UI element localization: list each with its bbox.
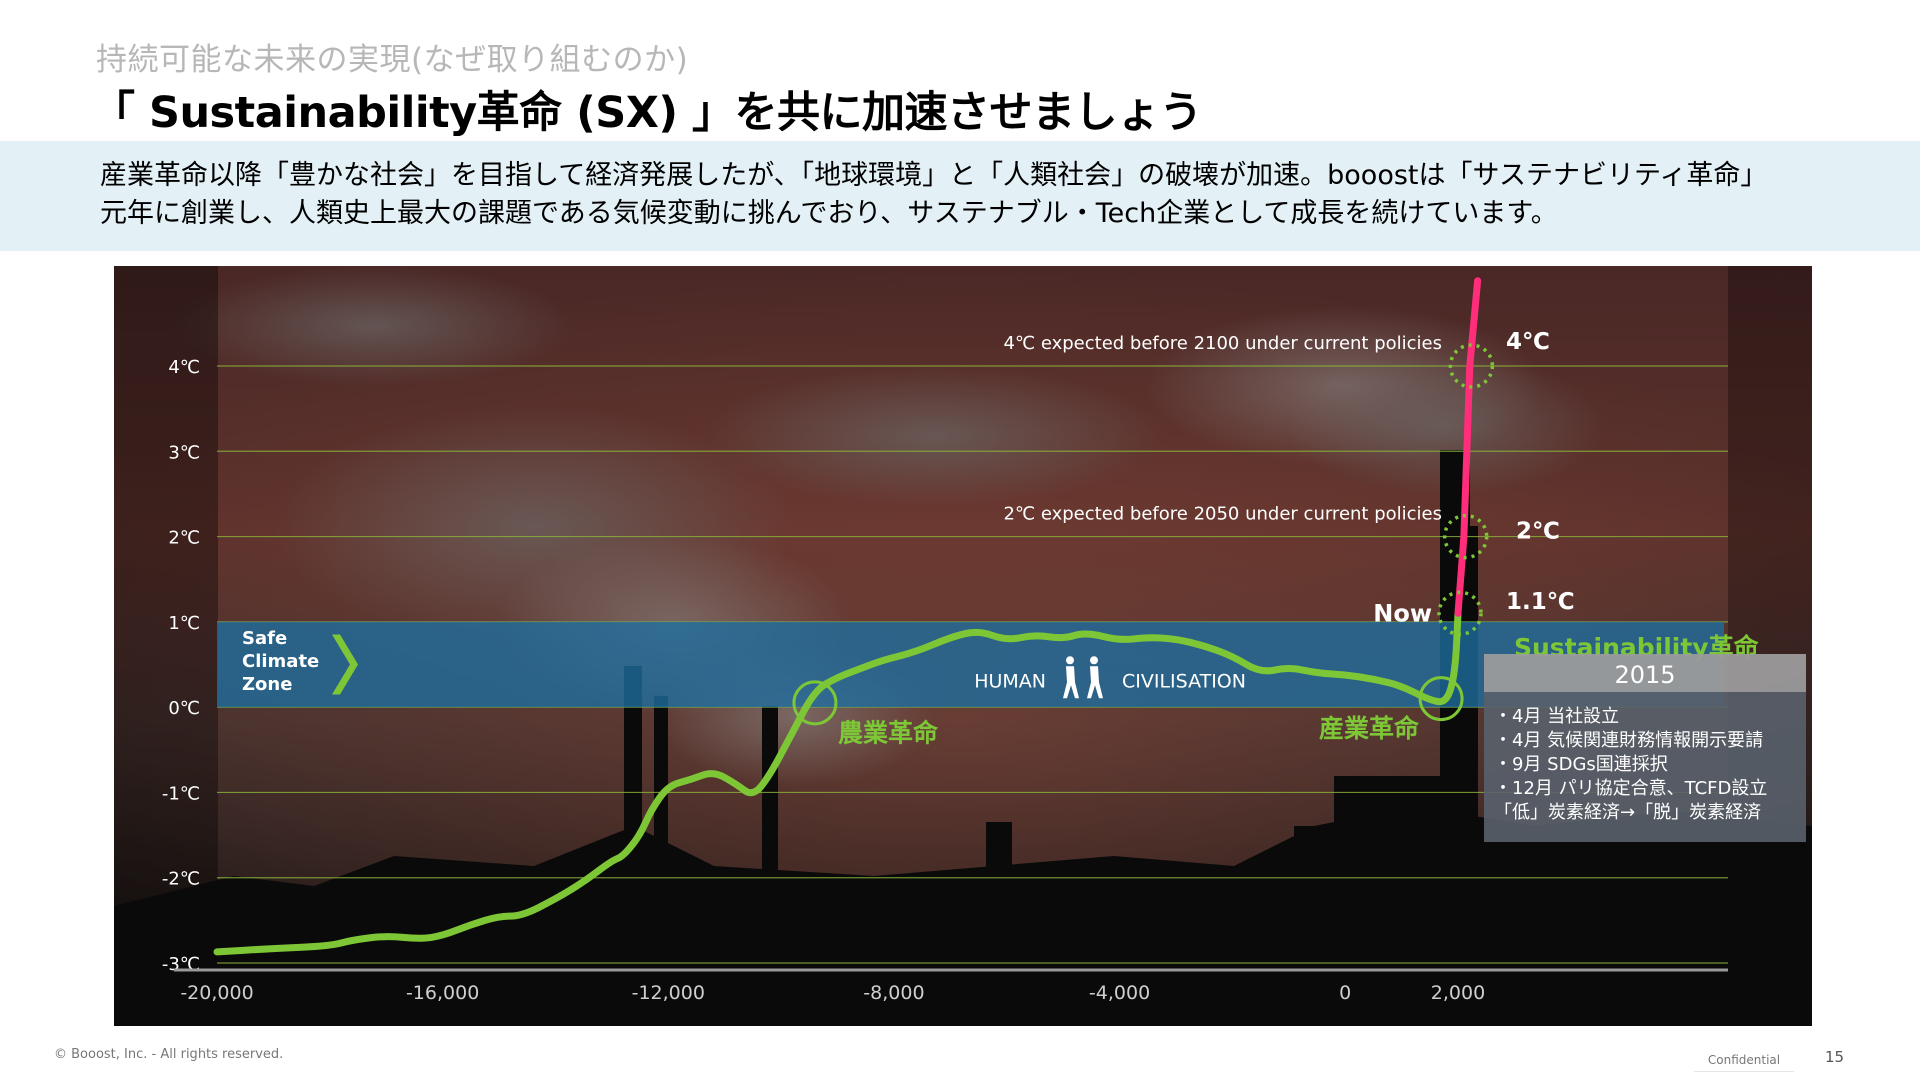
- y-tick-label: 2℃: [168, 528, 200, 549]
- industrial-revolution-marker: [1418, 676, 1464, 722]
- x-tick-label: 0: [1339, 982, 1351, 1004]
- right-label-4: 4℃: [1506, 329, 1550, 355]
- temperature-chart: Safe Climate Zone 4℃ 3℃ 2℃ 1℃ 0℃ -1℃ -2℃ -3℃ -20,…: [114, 266, 1812, 1026]
- x-axis-ticks: -20,000 -16,000 -12,000 -8,000 -4,000 0 2,000: [180, 982, 1485, 1004]
- y-tick-label: 4℃: [168, 357, 200, 378]
- event-item: ・12月 パリ協定合意、TCFD設立: [1494, 778, 1767, 799]
- x-tick-label: -8,000: [863, 982, 924, 1004]
- intro-line-2: 元年に創業し、人類史上最大の課題である気候変動に挑んでおり、サステナブル・Tec…: [100, 198, 1558, 229]
- footer-page-number: 15: [1825, 1048, 1845, 1066]
- footer-confidential: Confidential: [1694, 1050, 1794, 1072]
- walking-people-icon: [1063, 656, 1103, 699]
- civilisation-label-right: CIVILISATION: [1122, 671, 1246, 693]
- intro-line-1: 産業革命以降「豊かな社会」を目指して経済発展したが、「地球環境」と「人類社会」の…: [100, 160, 1768, 191]
- events-year-header: [1484, 654, 1806, 692]
- x-tick-label: -4,000: [1089, 982, 1150, 1004]
- four-degree-marker: [1448, 343, 1495, 389]
- safe-zone-label-line: Safe: [242, 628, 287, 649]
- x-tick-label: -12,000: [632, 982, 705, 1004]
- event-item: ・4月 当社設立: [1494, 706, 1619, 727]
- now-marker: [1437, 590, 1483, 637]
- x-tick-label: 2,000: [1431, 982, 1485, 1004]
- projection-line: [1454, 277, 1482, 617]
- page-title: 「 Sustainability革命 (SX) 」を共に加速させましょう: [92, 88, 1203, 138]
- event-item: ・9月 SDGs国連採択: [1494, 754, 1668, 775]
- projection-2-label: 2℃ expected before 2050 under current po…: [1003, 504, 1442, 525]
- x-tick-label: -16,000: [406, 982, 479, 1004]
- y-tick-label: -2℃: [162, 869, 200, 890]
- events-year: 2015: [1614, 661, 1675, 689]
- agri-revolution-label: 農業革命: [838, 718, 939, 747]
- y-tick-label: 3℃: [168, 442, 200, 463]
- event-item: 「低」炭素経済→「脱」炭素経済: [1494, 802, 1761, 823]
- y-tick-label: -3℃: [162, 954, 200, 975]
- right-label-2: 2℃: [1516, 519, 1560, 545]
- intro-band: 産業革命以降「豊かな社会」を目指して経済発展したが、「地球環境」と「人類社会」の…: [0, 141, 1920, 251]
- y-axis-ticks: 4℃ 3℃ 2℃ 1℃ 0℃ -1℃ -2℃ -3℃: [162, 357, 200, 975]
- now-label: Now: [1373, 599, 1432, 627]
- events-list: ・4月 当社設立・4月 気候関連財務情報開示要請・9月 SDGs国連採択・12月…: [1494, 706, 1767, 823]
- events-body: [1484, 692, 1806, 842]
- civilisation-label-left: HUMAN: [974, 671, 1046, 693]
- safe-zone-label-line: Zone: [242, 674, 292, 695]
- y-tick-label: -1℃: [162, 783, 200, 804]
- intro-text: 産業革命以降「豊かな社会」を目指して経済発展したが、「地球環境」と「人類社会」の…: [100, 157, 1900, 233]
- right-label-now: 1.1℃: [1506, 589, 1575, 615]
- x-tick-label: -20,000: [180, 982, 253, 1004]
- y-tick-label: 0℃: [168, 698, 200, 719]
- safe-zone-chevron-icon: [332, 634, 358, 695]
- safe-zone-label-line: Climate: [242, 651, 319, 672]
- page-subtitle: 持続可能な未来の実現(なぜ取り組むのか): [96, 42, 689, 78]
- agri-revolution-marker: [792, 680, 838, 726]
- footer-copyright: © Booost, Inc. - All rights reserved.: [54, 1047, 284, 1062]
- events-2015-box: 2015 ・4月 当社設立・4月 気候関連財務情報開示要請・9月 SDGs国連採…: [1484, 654, 1806, 842]
- projection-4-label: 4℃ expected before 2100 under current po…: [1003, 333, 1442, 354]
- chart-svg: Safe Climate Zone 4℃ 3℃ 2℃ 1℃ 0℃ -1℃ -2℃ -3℃ -20,…: [114, 266, 1812, 1026]
- event-item: ・4月 気候関連財務情報開示要請: [1494, 730, 1763, 751]
- industrial-revolution-label: 産業革命: [1319, 714, 1420, 743]
- safe-zone-label: Safe Climate Zone: [242, 628, 319, 695]
- y-tick-label: 1℃: [168, 613, 200, 634]
